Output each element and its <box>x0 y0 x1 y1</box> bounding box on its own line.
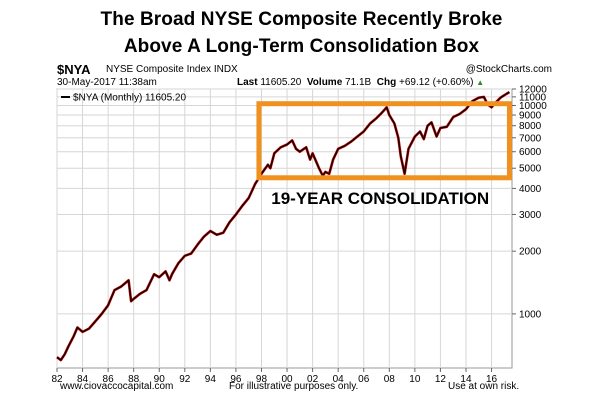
x-tick-label: 84 <box>77 374 89 385</box>
volume-label: Volume <box>306 77 343 88</box>
consolidation-label: 19-YEAR CONSOLIDATION <box>271 189 489 208</box>
x-tick-label: 08 <box>384 374 396 385</box>
y-tick-label: 2000 <box>519 247 542 258</box>
chg-value: +69.12 (+0.60%) <box>398 77 474 88</box>
y-tick-label: 8000 <box>519 121 542 132</box>
x-tick-label: 04 <box>333 374 345 385</box>
ticker-symbol: $NYA <box>57 62 91 77</box>
x-tick-label: 98 <box>256 374 268 385</box>
footer-risk: Use at own risk. <box>448 381 520 392</box>
x-tick-label: 90 <box>154 374 166 385</box>
y-tick-label: 1000 <box>519 309 542 320</box>
x-tick-label: 88 <box>128 374 140 385</box>
y-tick-label: 10000 <box>519 101 547 112</box>
x-tick-label: 06 <box>358 374 370 385</box>
y-tick-label: 7000 <box>519 133 542 144</box>
x-tick-label: 82 <box>51 374 63 385</box>
copyright-text: @StockCharts.com <box>465 64 552 75</box>
y-tick-label: 5000 <box>519 164 542 175</box>
legend-label: $NYA (Monthly) 11605.20 <box>73 93 186 104</box>
y-tick-label: 6000 <box>519 147 542 158</box>
footer-disclaimer: For illustrative purposes only. <box>229 381 359 392</box>
y-tick-label: 4000 <box>519 184 542 195</box>
last-label: Last <box>237 77 258 88</box>
quote-summary: Last 11605.20 Volume 71.1B Chg +69.12 (+… <box>237 77 484 88</box>
y-tick-label: 9000 <box>519 111 542 122</box>
y-tick-label: 3000 <box>519 210 542 221</box>
x-tick-label: 00 <box>281 374 293 385</box>
consolidation-box <box>256 101 512 181</box>
chg-up-arrow-icon: ▲ <box>476 78 485 87</box>
index-name: NYSE Composite Index INDX <box>106 64 238 75</box>
volume-value: 71.1B <box>345 77 372 88</box>
x-tick-label: 94 <box>205 374 217 385</box>
footer-site: www.ciovaccocapital.com <box>60 381 174 392</box>
x-tick-label: 14 <box>460 374 472 385</box>
x-tick-label: 92 <box>179 374 191 385</box>
x-tick-label: 96 <box>230 374 242 385</box>
series-line-nya <box>56 91 510 361</box>
x-tick-label: 16 <box>486 374 498 385</box>
quote-datetime: 30-May-2017 11:38am <box>57 77 157 88</box>
x-tick-label: 02 <box>307 374 319 385</box>
plot-area <box>56 88 513 369</box>
legend: $NYA (Monthly) 11605.20 <box>61 93 186 104</box>
chart-headline-line1: The Broad NYSE Composite Recently Broke <box>100 9 503 30</box>
last-value: 11605.20 <box>260 77 302 88</box>
x-tick-label: 10 <box>409 374 421 385</box>
x-tick-label: 86 <box>103 374 115 385</box>
chart-headline-line2: Above A Long-Term Consolidation Box <box>123 36 480 57</box>
y-tick-label: 11000 <box>519 92 547 103</box>
y-tick-label: 12000 <box>519 85 547 96</box>
x-tick-label: 12 <box>435 374 447 385</box>
chg-label: Chg <box>376 77 397 88</box>
